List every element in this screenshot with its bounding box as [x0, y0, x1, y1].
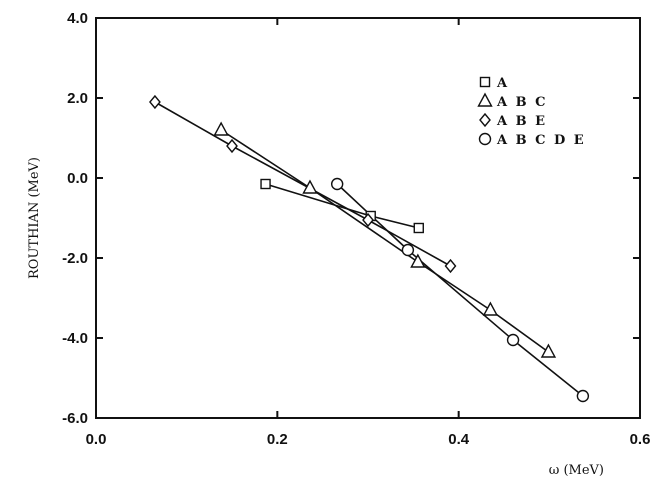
legend-marker-triangle [477, 92, 493, 107]
data-point-diamond [444, 258, 457, 274]
series-points [149, 94, 590, 403]
data-point-circle [330, 177, 344, 191]
x-tick-label: 0.0 [86, 431, 107, 448]
plot-frame [95, 17, 641, 419]
data-point-square [260, 178, 271, 190]
data-point-diamond [149, 94, 161, 110]
data-point-triangle [302, 179, 318, 194]
legend-marker-circle [478, 132, 492, 146]
x-tick-label: 0.6 [630, 431, 651, 448]
y-tick-label: 4.0 [67, 10, 88, 27]
legend-label: A B C [496, 95, 547, 110]
data-point-circle [401, 243, 415, 257]
legend: A A B C A B E A B C D E [477, 76, 586, 148]
data-point-diamond [226, 138, 238, 154]
data-point-triangle [213, 121, 229, 136]
data-point-circle [506, 333, 520, 347]
legend-label: A B C D E [496, 133, 586, 148]
data-point-triangle [482, 301, 499, 316]
data-point-diamond [362, 212, 374, 228]
data-point-circle [576, 389, 590, 403]
legend-label: A [496, 76, 509, 91]
data-point-triangle [540, 343, 557, 358]
data-point-triangle [410, 253, 426, 268]
y-tick-label: -6.0 [62, 410, 88, 427]
legend-label: A B E [496, 114, 547, 129]
legend-marker-square [479, 76, 491, 88]
y-tick-label: -2.0 [62, 250, 88, 267]
x-tick-label: 0.4 [448, 431, 470, 448]
x-axis-label: ω (MeV) [549, 463, 604, 478]
series-line-triangle [220, 129, 549, 353]
data-point-square [413, 222, 424, 234]
y-tick-label: -4.0 [62, 330, 88, 347]
legend-marker-diamond [479, 112, 491, 128]
y-tick-label: 0.0 [67, 170, 88, 187]
x-tick-label: 0.2 [267, 431, 288, 448]
axis-ticks: 0.0 0.2 0.4 0.6 4.0 2.0 0.0 -2.0 -4.0 -6.0 [62, 10, 650, 448]
series-line-diamond [154, 101, 451, 267]
y-tick-label: 2.0 [67, 90, 88, 107]
y-axis-label: ROUTHIAN (MeV) [27, 157, 42, 279]
